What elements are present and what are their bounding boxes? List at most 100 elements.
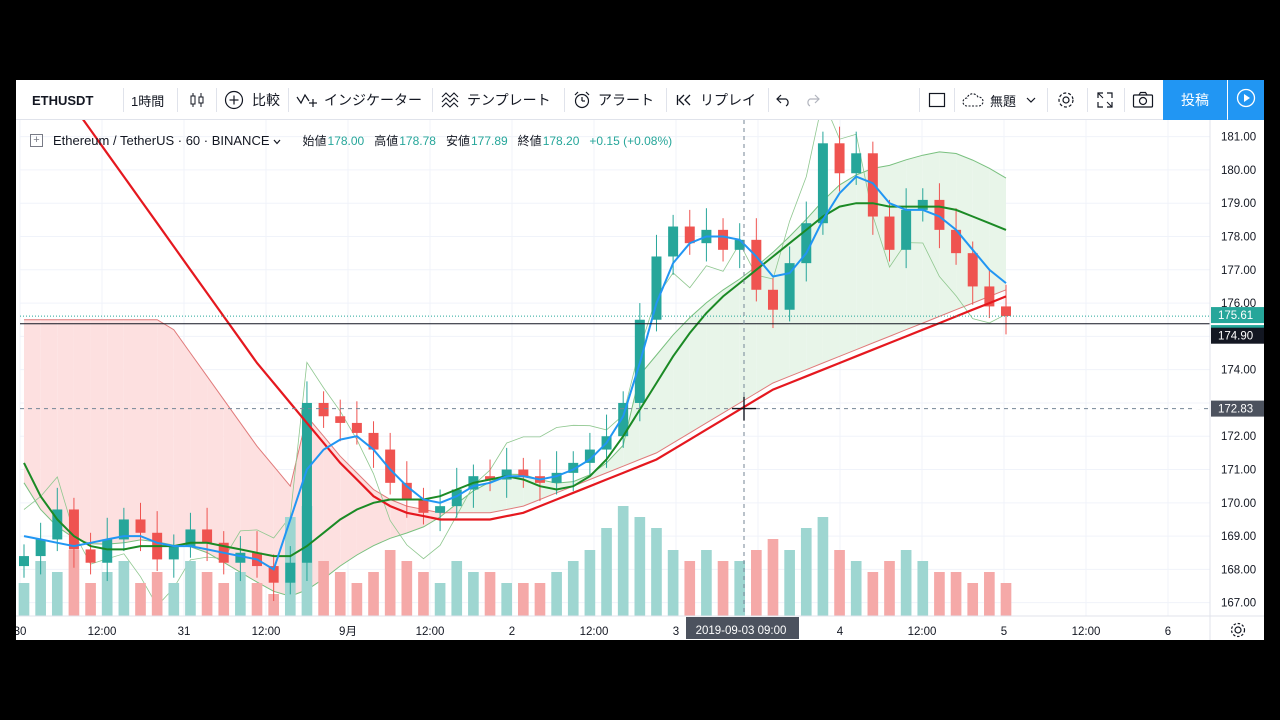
price-tick-label: 167.00 [1221, 598, 1256, 610]
ichimoku-cloud-segment [24, 319, 41, 510]
candle-body [518, 469, 529, 477]
volume-bar [800, 528, 812, 616]
crosshair-time-label: 2019-09-03 09:00 [696, 625, 787, 637]
candle-body [435, 506, 446, 513]
fullscreen-button[interactable] [1096, 80, 1114, 120]
volume-bar [434, 583, 446, 616]
layout-name-dropdown[interactable]: 無題 [962, 80, 1036, 120]
chart-area[interactable]: 181.00 180.00 179.00 178.00 177.00 176.00 174.… [16, 120, 1264, 640]
ichimoku-cloud-segment [539, 479, 557, 500]
volume-bar [35, 561, 46, 616]
ichimoku-cloud-segment [190, 353, 208, 553]
redo-icon [804, 93, 820, 107]
candle-body [834, 143, 845, 174]
settings-button[interactable] [1056, 80, 1076, 120]
time-tick-label: 9月 [339, 626, 357, 638]
volume-bar [451, 561, 463, 616]
time-tick-label: 3 [673, 626, 679, 638]
time-tick-label: 5 [1001, 626, 1007, 638]
candle-body [917, 199, 928, 210]
volume-bar [834, 550, 845, 616]
ichimoku-cloud-segment [772, 236, 790, 383]
price-chart[interactable]: 181.00180.00179.00178.00177.00176.00174.… [16, 120, 1264, 640]
ichimoku-cloud-segment [506, 474, 524, 510]
toolbar-divider [954, 88, 955, 112]
last-price-label: 175.61 [1218, 310, 1253, 322]
candle-body [418, 499, 429, 513]
price-tick-label: 181.00 [1221, 132, 1256, 144]
time-tick-label: 12:00 [1072, 626, 1101, 638]
toolbar-divider [1087, 88, 1088, 112]
volume-bar [201, 572, 213, 616]
hline-price-label-bg [1211, 327, 1264, 344]
time-tick-label: 12:00 [580, 626, 609, 638]
interval-button[interactable]: 1時間 [131, 93, 165, 109]
price-tick-label: 178.00 [1221, 232, 1256, 244]
volume-bar [850, 561, 862, 616]
ichimoku-cloud-segment [356, 472, 374, 555]
ichimoku-cloud-segment [173, 329, 191, 547]
volume-bar [551, 572, 562, 616]
ichimoku-cloud-segment [223, 399, 241, 573]
volume-bar [118, 561, 130, 616]
layout-button[interactable] [928, 80, 946, 120]
undo-button[interactable] [776, 80, 792, 120]
volume-bar [734, 561, 746, 616]
post-button[interactable]: 投稿 [1163, 80, 1227, 120]
chevron-down-icon[interactable] [273, 133, 281, 148]
snapshot-button[interactable] [1132, 80, 1154, 120]
symbol-search-button[interactable]: ETHUSDT [32, 92, 94, 108]
volume-bar [235, 572, 246, 616]
ichimoku-cloud-segment [340, 456, 357, 567]
series-title[interactable]: Ethereum / TetherUS · 60 · BINANCE [53, 133, 270, 148]
play-button[interactable] [1228, 80, 1264, 120]
fullscreen-icon [1096, 91, 1114, 109]
ichimoku-cloud-segment [490, 474, 507, 513]
ichimoku-cloud-segment [57, 319, 74, 538]
crosshair-cursor-icon [732, 396, 756, 421]
candle-body [867, 153, 878, 217]
volume-bar [767, 539, 779, 616]
replay-label: リプレイ [700, 92, 756, 108]
volume-bar [51, 572, 63, 616]
chart-type-button[interactable] [188, 80, 206, 120]
ichimoku-cloud-segment [107, 319, 124, 545]
volume-bar [401, 561, 413, 616]
indicators-button[interactable]: インジケーター [296, 80, 422, 120]
play-icon [1236, 88, 1256, 113]
candle-body [135, 519, 146, 533]
time-tick-label: 30 [16, 626, 26, 638]
templates-label: テンプレート [467, 92, 551, 108]
alert-button[interactable]: アラート [572, 80, 654, 120]
collapse-legend-icon[interactable]: + [30, 134, 43, 147]
time-tick-label: 6 [1165, 626, 1171, 638]
candle-body [35, 539, 46, 557]
volume-bar [484, 572, 496, 616]
ichimoku-cloud-segment [473, 481, 491, 513]
candle-body [901, 209, 912, 250]
volume-bar [501, 583, 513, 616]
toolbar-divider [919, 88, 920, 112]
candle-body [185, 529, 196, 547]
alarm-icon [572, 90, 592, 110]
candle-body [385, 449, 396, 483]
replay-button[interactable]: リプレイ [676, 80, 756, 120]
hline-price-label: 174.90 [1218, 331, 1253, 343]
price-tick-label: 174.00 [1221, 365, 1256, 377]
indicators-label: インジケーター [324, 92, 422, 108]
axis-settings-icon[interactable] [1230, 622, 1246, 638]
candle-body [335, 416, 346, 423]
templates-button[interactable]: テンプレート [441, 80, 551, 120]
price-tick-label: 180.00 [1221, 165, 1256, 177]
volume-bar [368, 572, 379, 616]
volume-bar [268, 594, 279, 616]
compare-button[interactable]: 比較 [224, 80, 280, 120]
ichimoku-span-b [24, 289, 1007, 514]
redo-button[interactable] [804, 80, 820, 120]
low-value: 177.89 [470, 133, 508, 148]
plus-circle-icon [224, 90, 244, 110]
volume-bar [384, 550, 396, 616]
volume-bar [1000, 583, 1012, 616]
ichimoku-cloud-segment [922, 151, 940, 324]
add-alert-plus-icon [1192, 403, 1202, 414]
